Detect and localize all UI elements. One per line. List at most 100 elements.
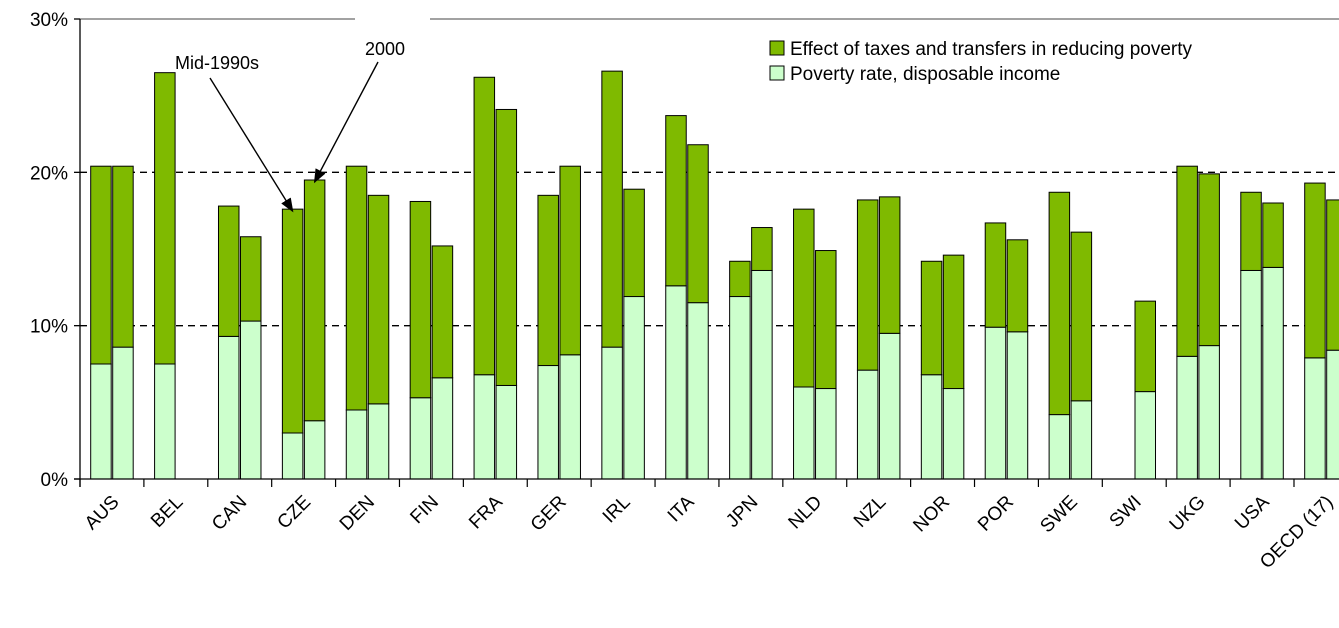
x-tick-label-nzl: NZL: [850, 492, 890, 532]
bar-ger-year_2000-poverty-rate: [559, 354, 581, 480]
bar-usa-mid_1990s-tax-transfer-effect: [1240, 191, 1262, 271]
legend: Effect of taxes and transfers in reducin…: [769, 39, 1193, 85]
bar-nzl-year_2000-tax-transfer-effect: [878, 196, 901, 334]
annotations-layer: Mid-1990s 2000: [175, 39, 405, 213]
x-tick-label-fra: FRA: [465, 491, 507, 533]
bar-aus-mid_1990s-poverty-rate: [90, 363, 112, 480]
x-tick-label-cze: CZE: [273, 492, 315, 534]
x-tick-label-nor: NOR: [909, 492, 954, 537]
bar-ita-year_2000-poverty-rate: [687, 302, 709, 480]
annotation-2000: 2000: [365, 39, 405, 59]
bar-fin-year_2000-tax-transfer-effect: [431, 245, 454, 379]
x-tick-label-swe: SWE: [1036, 492, 1081, 537]
x-tick-label-usa: USA: [1231, 491, 1274, 534]
x-tick-label-ukg: UKG: [1166, 492, 1210, 536]
bar-can-year_2000-tax-transfer-effect: [239, 236, 262, 322]
x-tick-label-bel: BEL: [147, 492, 187, 532]
bar-usa-year_2000-tax-transfer-effect: [1262, 202, 1284, 268]
bar-can-year_2000-poverty-rate: [239, 320, 262, 480]
bar-fin-mid_1990s-poverty-rate: [409, 397, 432, 480]
bar-ita-mid_1990s-tax-transfer-effect: [665, 115, 687, 287]
bar-ita-mid_1990s-poverty-rate: [665, 285, 687, 480]
bar-aus-year_2000-tax-transfer-effect: [112, 165, 134, 348]
bar-ukg-year_2000-tax-transfer-effect: [1198, 173, 1220, 347]
x-tick-label-ita: ITA: [664, 491, 699, 526]
bar-ger-year_2000-tax-transfer-effect: [559, 165, 581, 356]
bar-cze-mid_1990s-poverty-rate: [281, 432, 304, 480]
bar-swi-year_2000-tax-transfer-effect: [1134, 300, 1157, 393]
bar-ukg-mid_1990s-tax-transfer-effect: [1176, 165, 1198, 357]
x-tick-label-fin: FIN: [406, 492, 442, 528]
bar-swe-year_2000-tax-transfer-effect: [1070, 231, 1093, 402]
bar-fin-mid_1990s-tax-transfer-effect: [409, 200, 432, 399]
bar-nld-year_2000-poverty-rate: [815, 388, 837, 480]
bar-bel-mid_1990s-tax-transfer-effect: [154, 72, 176, 365]
bar-oecd-17-year_2000-poverty-rate: [1326, 349, 1339, 480]
bar-fra-year_2000-poverty-rate: [495, 384, 518, 480]
bar-ita-year_2000-tax-transfer-effect: [687, 144, 709, 304]
bar-den-mid_1990s-tax-transfer-effect: [345, 165, 368, 411]
bar-jpn-year_2000-poverty-rate: [751, 269, 773, 480]
bar-den-year_2000-tax-transfer-effect: [367, 194, 390, 405]
bar-nor-year_2000-poverty-rate: [942, 388, 965, 480]
bar-irl-mid_1990s-tax-transfer-effect: [601, 70, 623, 348]
bar-usa-year_2000-poverty-rate: [1262, 266, 1284, 480]
bar-nzl-mid_1990s-tax-transfer-effect: [856, 199, 879, 371]
bar-swe-year_2000-poverty-rate: [1070, 400, 1093, 480]
bar-cze-year_2000-poverty-rate: [303, 420, 326, 480]
bar-por-year_2000-poverty-rate: [1006, 331, 1029, 480]
bar-irl-year_2000-poverty-rate: [623, 296, 645, 480]
bar-cze-year_2000-tax-transfer-effect: [303, 179, 326, 422]
x-tick-label-nld: NLD: [785, 492, 827, 534]
y-tick-label-20: 20%: [30, 163, 68, 184]
bar-usa-mid_1990s-poverty-rate: [1240, 269, 1262, 480]
bar-por-mid_1990s-poverty-rate: [984, 326, 1007, 480]
bar-aus-year_2000-poverty-rate: [112, 346, 134, 480]
bar-fra-mid_1990s-tax-transfer-effect: [473, 76, 496, 376]
bar-irl-year_2000-tax-transfer-effect: [623, 188, 645, 298]
y-tick-label-10: 10%: [30, 317, 68, 338]
legend-swatch-0: [769, 40, 785, 56]
bar-cze-mid_1990s-tax-transfer-effect: [281, 208, 304, 434]
x-tick-label-por: POR: [974, 492, 1018, 536]
bar-fra-mid_1990s-poverty-rate: [473, 374, 496, 480]
x-tick-label-irl: IRL: [599, 492, 635, 528]
y-tick-label-0: 0%: [41, 470, 69, 491]
bar-por-mid_1990s-tax-transfer-effect: [984, 222, 1007, 328]
bar-nzl-mid_1990s-poverty-rate: [856, 369, 879, 480]
x-tick-label-ger: GER: [527, 492, 571, 536]
annotation-arrow-2000: [313, 61, 379, 184]
bar-swi-year_2000-poverty-rate: [1134, 391, 1157, 480]
bar-ukg-mid_1990s-poverty-rate: [1176, 355, 1198, 480]
x-tick-label-aus: AUS: [81, 492, 123, 534]
bar-ukg-year_2000-poverty-rate: [1198, 345, 1220, 480]
bar-den-mid_1990s-poverty-rate: [345, 409, 368, 480]
bar-den-year_2000-poverty-rate: [367, 403, 390, 480]
bar-can-mid_1990s-tax-transfer-effect: [217, 205, 240, 337]
bar-jpn-mid_1990s-poverty-rate: [729, 296, 751, 480]
annotation-mid-1990s: Mid-1990s: [175, 53, 259, 73]
bar-ger-mid_1990s-tax-transfer-effect: [537, 194, 559, 367]
annotation-arrow-mid-1990s: [209, 77, 294, 213]
bar-nzl-year_2000-poverty-rate: [878, 332, 901, 480]
bar-jpn-year_2000-tax-transfer-effect: [751, 227, 773, 271]
legend-swatch-1: [769, 65, 785, 81]
x-tick-label-swi: SWI: [1106, 492, 1146, 532]
x-tick-label-den: DEN: [336, 492, 379, 535]
bar-bel-mid_1990s-poverty-rate: [154, 363, 176, 480]
bar-por-year_2000-tax-transfer-effect: [1006, 239, 1029, 333]
bar-nor-mid_1990s-tax-transfer-effect: [920, 260, 943, 376]
bar-irl-mid_1990s-poverty-rate: [601, 346, 623, 480]
bar-fra-year_2000-tax-transfer-effect: [495, 108, 518, 386]
bar-nld-year_2000-tax-transfer-effect: [815, 250, 837, 390]
bar-nor-year_2000-tax-transfer-effect: [942, 254, 965, 390]
bar-swe-mid_1990s-poverty-rate: [1048, 414, 1071, 480]
legend-label-0: Effect of taxes and transfers in reducin…: [790, 39, 1193, 60]
bar-ger-mid_1990s-poverty-rate: [537, 365, 559, 480]
bars-layer: [90, 70, 1339, 480]
x-tick-label-jpn: JPN: [722, 492, 762, 532]
y-tick-label-30: 30%: [30, 10, 68, 31]
bar-aus-mid_1990s-tax-transfer-effect: [90, 165, 112, 365]
